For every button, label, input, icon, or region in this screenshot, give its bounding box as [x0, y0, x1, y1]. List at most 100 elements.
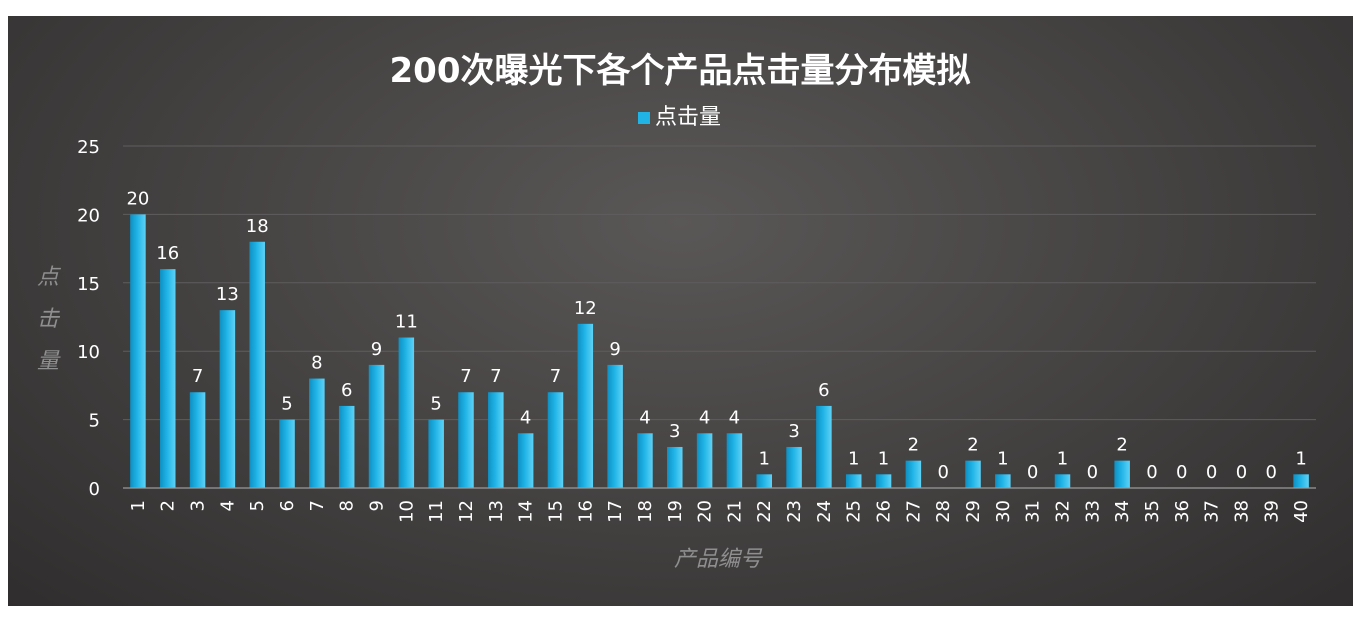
bar [965, 460, 981, 488]
value-label: 18 [246, 216, 269, 237]
y-tick-label: 25 [77, 137, 100, 158]
bar [696, 433, 713, 488]
bar [517, 433, 534, 488]
x-tick-label: 24 [814, 500, 835, 523]
gridlines [123, 145, 1316, 421]
legend-swatch [638, 112, 650, 124]
x-tick-label: 15 [545, 500, 566, 523]
x-tick-label: 27 [903, 500, 924, 523]
bar [130, 214, 146, 488]
x-tick-label: 29 [963, 500, 984, 523]
x-tick-label: 12 [456, 500, 477, 523]
x-tick-label: 32 [1052, 500, 1073, 523]
x-tick-label: 5 [247, 500, 268, 511]
value-label: 4 [520, 407, 531, 428]
x-tick-label: 34 [1112, 500, 1133, 523]
bar [249, 241, 265, 488]
bar [1054, 474, 1071, 488]
bar [488, 392, 504, 488]
bar [726, 433, 743, 488]
value-label: 0 [1176, 462, 1187, 483]
value-label: 7 [490, 366, 501, 387]
x-tick-label: 1 [128, 500, 149, 511]
bar [607, 364, 623, 488]
bar [368, 364, 385, 488]
y-tick-label: 15 [77, 274, 100, 295]
bar [577, 323, 594, 488]
x-tick-label: 17 [605, 500, 626, 523]
value-label: 7 [192, 366, 203, 387]
value-label: 9 [609, 339, 620, 360]
bar [1293, 474, 1309, 488]
bar [309, 378, 325, 488]
bar [398, 337, 415, 488]
bar [875, 474, 892, 488]
bar [547, 392, 564, 488]
bar [637, 433, 653, 488]
x-tick-label: 38 [1231, 500, 1252, 523]
value-label: 0 [1236, 462, 1247, 483]
legend: 点击量 [638, 105, 721, 130]
value-label: 6 [818, 380, 829, 401]
bars [130, 214, 1309, 488]
x-tick-label: 36 [1172, 500, 1193, 523]
bar [279, 419, 295, 488]
x-tick-label: 19 [665, 500, 686, 523]
value-label: 4 [639, 407, 650, 428]
x-tick-label: 6 [277, 500, 298, 511]
bar [219, 310, 236, 488]
value-label: 7 [460, 366, 471, 387]
value-label: 5 [281, 394, 292, 415]
x-tick-label: 33 [1082, 500, 1103, 523]
bar [159, 269, 176, 488]
x-tick-label: 4 [217, 500, 238, 511]
value-label: 3 [669, 421, 680, 442]
x-tick-label: 40 [1291, 500, 1312, 523]
value-label: 3 [788, 421, 799, 442]
value-label: 2 [1116, 435, 1127, 456]
chart-panel: 20 16 7 13 18 5 8 6 9 11 5 7 7 4 7 12 9 4 3 4 4 1 3 6 1 1 2 0 2 1 0 1 0 2… [8, 16, 1353, 606]
x-tick-label: 39 [1261, 500, 1282, 523]
bar [1114, 460, 1130, 488]
value-label: 1 [1295, 448, 1306, 469]
value-label: 2 [967, 435, 978, 456]
value-label: 7 [550, 366, 561, 387]
y-axis-ticks: 0 5 10 15 20 25 [77, 137, 100, 500]
value-label: 1 [997, 448, 1008, 469]
value-label: 1 [759, 448, 770, 469]
x-tick-label: 28 [933, 500, 954, 523]
value-label: 0 [937, 462, 948, 483]
y-tick-label: 0 [89, 479, 100, 500]
chart-title: 200次曝光下各个产品点击量分布模拟 [390, 51, 971, 91]
bar [189, 392, 206, 488]
value-label: 0 [1087, 462, 1098, 483]
value-label: 1 [1057, 448, 1068, 469]
x-tick-label: 25 [844, 500, 865, 523]
y-tick-label: 20 [77, 205, 100, 226]
bar [338, 405, 355, 488]
x-tick-label: 7 [307, 500, 328, 511]
value-label: 2 [908, 435, 919, 456]
bar [786, 446, 802, 488]
x-tick-label: 3 [188, 500, 209, 511]
value-label: 0 [1027, 462, 1038, 483]
x-tick-label: 8 [337, 500, 358, 511]
value-label: 20 [126, 188, 149, 209]
value-label: 0 [1206, 462, 1217, 483]
x-tick-label: 22 [754, 500, 775, 523]
x-tick-label: 14 [516, 500, 537, 523]
y-tick-label: 10 [77, 342, 100, 363]
x-tick-label: 35 [1142, 500, 1163, 523]
legend-label: 点击量 [655, 105, 721, 130]
x-tick-label: 20 [695, 500, 716, 523]
value-label: 9 [371, 339, 382, 360]
bar [905, 460, 922, 488]
bar [845, 474, 862, 488]
x-tick-label: 16 [575, 500, 596, 523]
x-tick-label: 23 [784, 500, 805, 523]
value-label: 16 [156, 243, 179, 264]
bar [995, 474, 1011, 488]
x-tick-label: 30 [993, 500, 1014, 523]
